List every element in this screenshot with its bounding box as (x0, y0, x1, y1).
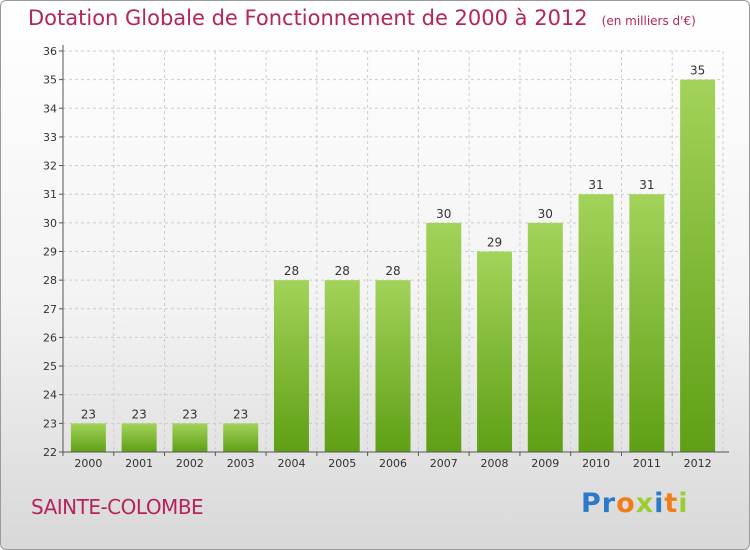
y-tick-label: 36 (43, 45, 57, 58)
logo-letter: t (664, 488, 679, 519)
y-tick-label: 27 (43, 303, 57, 316)
x-tick-label: 2010 (582, 457, 610, 470)
bar-value-label: 29 (487, 236, 502, 250)
bar-value-label: 28 (284, 264, 299, 278)
chart-subtitle: (en milliers d'€) (601, 14, 696, 28)
y-tick-label: 25 (43, 360, 57, 373)
y-tick-label: 23 (43, 417, 57, 430)
x-tick-label: 2001 (125, 457, 153, 470)
axes: 22 23 24 25 26 27 28 29 30 31 32 33 34 35 36 2000 2001 20… (43, 45, 729, 470)
y-tick-label: 33 (43, 131, 57, 144)
chart-title: Dotation Globale de Fonctionnement de 20… (28, 6, 696, 30)
logo-letter: P (581, 488, 602, 519)
logo-letter: i (654, 488, 665, 519)
x-tick-label: 2009 (531, 457, 559, 470)
bar-value-label: 31 (588, 178, 603, 192)
y-tick-label: 34 (43, 102, 57, 115)
y-tick-label: 22 (43, 446, 57, 459)
x-tick-label: 2012 (684, 457, 712, 470)
bar-value-label: 35 (690, 64, 705, 78)
bar-value-label: 23 (233, 407, 248, 421)
x-tick-label: 2011 (633, 457, 661, 470)
x-tick-label: 2007 (430, 457, 458, 470)
bar (629, 194, 665, 452)
bar-value-label: 30 (436, 207, 451, 221)
x-tick-label: 2003 (227, 457, 255, 470)
y-tick-label: 31 (43, 188, 57, 201)
bar-value-label: 28 (335, 264, 350, 278)
bar-value-label: 31 (639, 178, 654, 192)
logo-letter: o (616, 488, 636, 519)
bar-value-label: 23 (81, 407, 96, 421)
bar (527, 222, 563, 452)
x-tick-label: 2005 (328, 457, 356, 470)
bar (223, 423, 259, 452)
y-tick-label: 29 (43, 246, 57, 259)
logo-letter: r (601, 488, 617, 519)
bar-value-label: 23 (182, 407, 197, 421)
logo-letter: x (635, 488, 655, 519)
bar (70, 423, 106, 452)
bar (680, 79, 716, 453)
bar (578, 194, 614, 452)
logo-letter: i (678, 488, 689, 519)
x-tick-label: 2004 (277, 457, 305, 470)
bar (121, 423, 157, 452)
x-tick-label: 2002 (176, 457, 204, 470)
x-tick-label: 2006 (379, 457, 407, 470)
y-tick-label: 30 (43, 217, 57, 230)
bar-value-label: 28 (385, 264, 400, 278)
bar (324, 280, 360, 452)
proxiti-logo: Proxiti (581, 488, 689, 519)
bars: 23 23 23 23 28 28 28 30 29 30 31 31 35 (70, 64, 716, 453)
commune-name: SAINTE-COLOMBE (31, 495, 204, 519)
x-tick-label: 2000 (74, 457, 102, 470)
bar (172, 423, 208, 452)
chart-title-text: Dotation Globale de Fonctionnement de 20… (28, 6, 588, 30)
y-tick-label: 28 (43, 274, 57, 287)
y-tick-label: 24 (43, 389, 57, 402)
y-tick-label: 26 (43, 331, 57, 344)
y-tick-label: 35 (43, 74, 57, 87)
y-tick-label: 32 (43, 160, 57, 173)
x-tick-label: 2008 (481, 457, 509, 470)
bar (375, 280, 411, 452)
bar-value-label: 30 (538, 207, 553, 221)
bar (426, 222, 462, 452)
bar (273, 280, 309, 452)
bar (477, 251, 513, 452)
bar-value-label: 23 (132, 407, 147, 421)
